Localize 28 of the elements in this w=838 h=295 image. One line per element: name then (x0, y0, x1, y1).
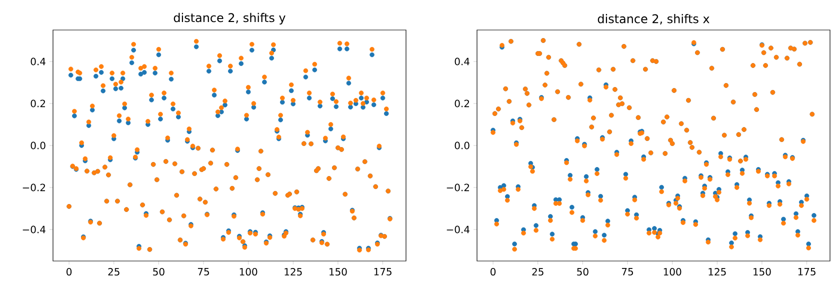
y-tick-label: 0.2 (454, 100, 469, 108)
x-tick-label: 150 (330, 268, 347, 276)
chart-title: distance 2, shifts y (174, 12, 286, 24)
y-tick-label: 0.0 (454, 142, 470, 150)
y-tick-label: −0.2 (446, 184, 470, 192)
y-tick-label: 0.2 (30, 100, 45, 108)
y-tick-label: 0.4 (454, 58, 470, 66)
x-tick-label: 0 (490, 268, 496, 276)
y-tick-label: 0.4 (30, 58, 46, 66)
x-tick-label: 25 (532, 268, 544, 276)
x-tick-label: 175 (374, 268, 392, 276)
x-tick-label: 125 (708, 268, 726, 276)
x-tick-label: 175 (798, 268, 816, 276)
x-tick-label: 125 (284, 268, 302, 276)
x-tick-label: 75 (198, 268, 209, 276)
x-tick-label: 150 (754, 268, 771, 276)
x-tick-label: 100 (664, 268, 682, 276)
x-tick-label: 50 (153, 268, 164, 276)
chart-title: distance 2, shifts x (598, 14, 710, 24)
y-tick-label: −0.2 (22, 184, 45, 192)
x-tick-label: 0 (66, 268, 72, 276)
y-tick-label: −0.4 (22, 226, 46, 234)
x-tick-label: 50 (577, 268, 588, 276)
x-tick-label: 100 (240, 268, 258, 276)
y-tick-label: −0.4 (446, 226, 470, 234)
y-tick-label: 0.0 (30, 142, 46, 150)
x-tick-label: 75 (622, 268, 633, 276)
x-tick-label: 25 (108, 268, 120, 276)
